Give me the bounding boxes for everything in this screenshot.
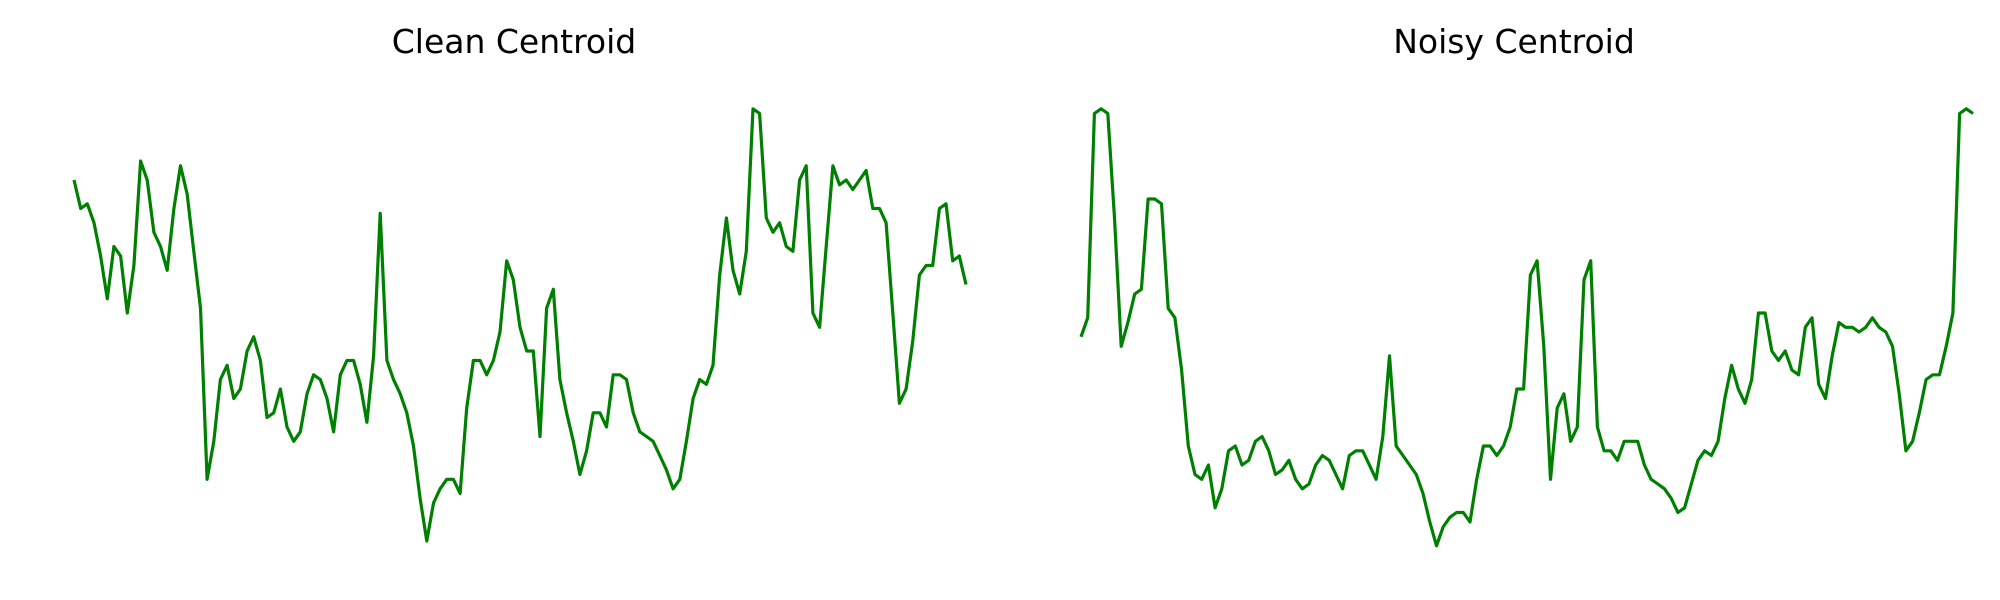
chart-panel-clean: Clean Centroid [391,22,637,61]
chart-panel-noisy: Noisy Centroid [1000,0,2000,600]
chart-title-noisy: Noisy Centroid [1393,22,1635,61]
chart-title-clean: Clean Centroid [391,22,637,61]
clean-centroid-line [72,107,968,543]
noisy-centroid-line [1079,107,1974,548]
